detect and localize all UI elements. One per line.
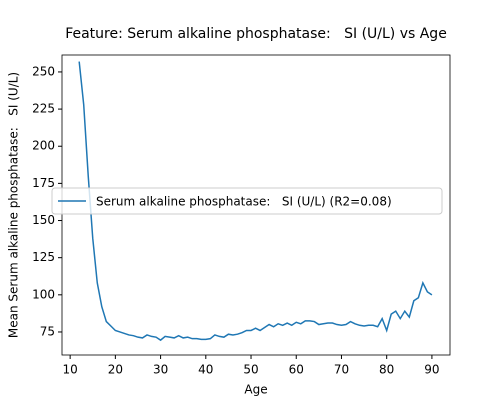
x-axis-label: Age <box>244 383 267 397</box>
x-tick-label: 60 <box>289 363 304 377</box>
x-tick-label: 80 <box>379 363 394 377</box>
line <box>78 61 433 342</box>
y-tick-label: 125 <box>32 250 55 264</box>
y-tick-label: 75 <box>40 324 55 338</box>
y-tick-label: 200 <box>32 139 55 153</box>
x-tick-label: 10 <box>62 363 77 377</box>
x-tick-label: 50 <box>243 363 258 377</box>
chart-title: Feature: Serum alkaline phosphatase: SI … <box>65 26 447 42</box>
y-axis-label: Mean Serum alkaline phosphatase: SI (U/L… <box>7 72 21 338</box>
x-tick-label: 90 <box>424 363 439 377</box>
x-tick-label: 70 <box>334 363 349 377</box>
y-tick-label: 100 <box>32 287 55 301</box>
y-tick-label: 175 <box>32 176 55 190</box>
x-tick-label: 40 <box>198 363 213 377</box>
y-tick-label: 225 <box>32 102 55 116</box>
y-tick-label: 150 <box>32 213 55 227</box>
x-tick-label: 30 <box>153 363 168 377</box>
legend <box>51 187 443 215</box>
x-tick-label: 20 <box>108 363 123 377</box>
y-tick-label: 250 <box>32 64 55 78</box>
legend-label: Serum alkaline phosphatase: SI (U/L) (R2… <box>96 195 392 209</box>
